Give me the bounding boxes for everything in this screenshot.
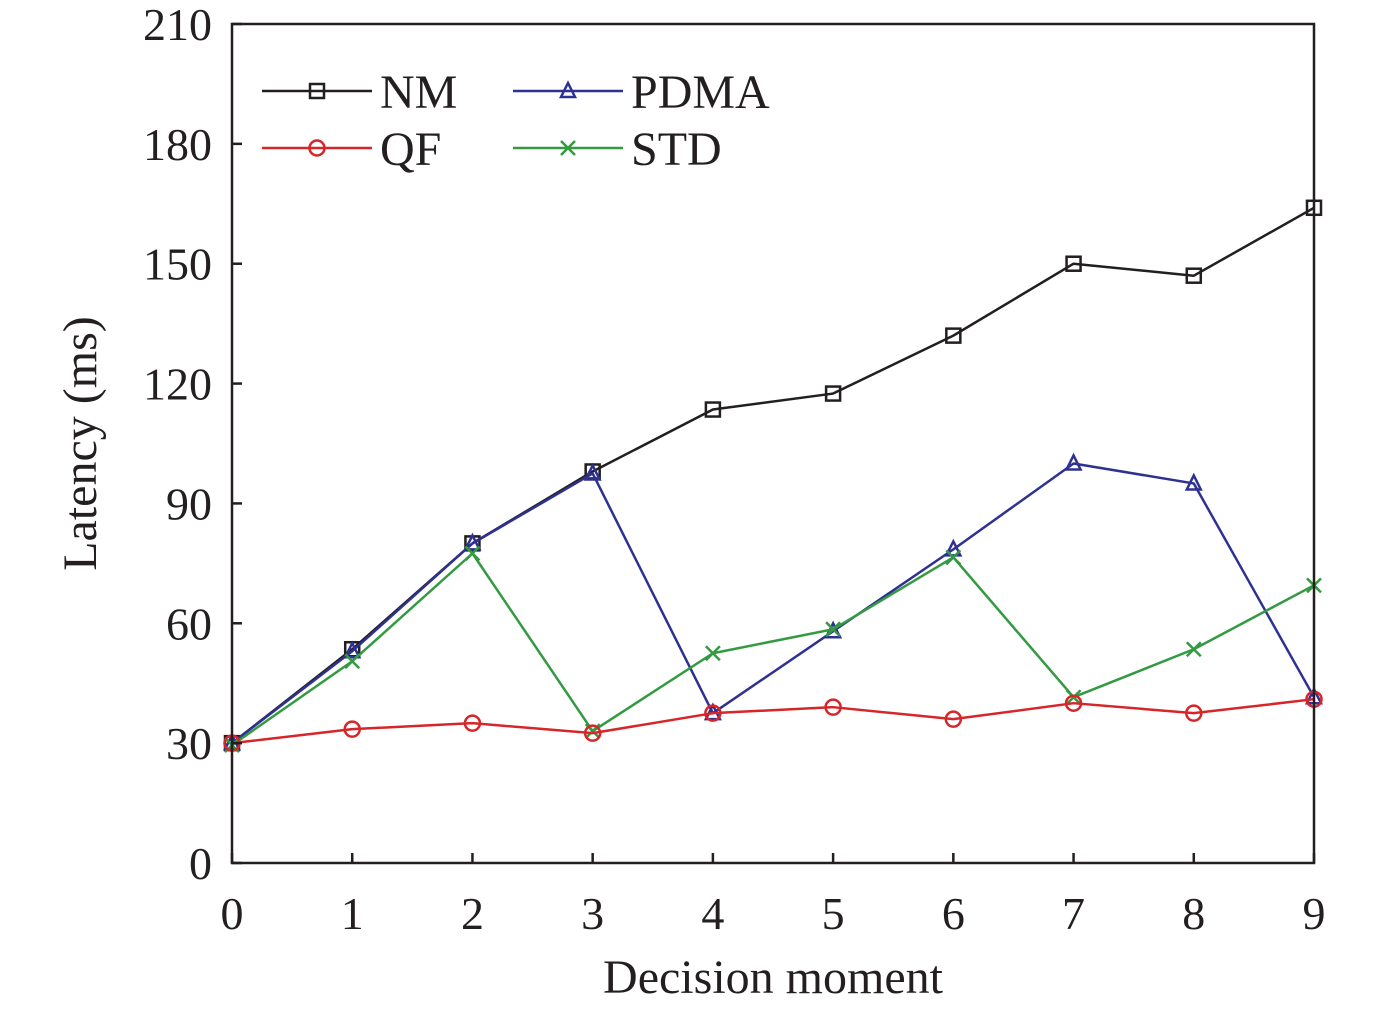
legend-item-qf: QF <box>262 123 441 176</box>
data-point-qf <box>944 710 963 728</box>
x-tick-label: 2 <box>461 888 484 939</box>
series-line-pdma <box>231 462 1316 745</box>
data-point-nm <box>1065 255 1082 272</box>
data-point-nm <box>945 327 962 344</box>
data-point-pdma <box>944 538 963 557</box>
y-tick-label: 0 <box>189 838 212 889</box>
legend-marker-qf <box>308 139 326 157</box>
y-axis-title: Latency (ms) <box>54 316 107 571</box>
legend-marker-std <box>560 140 576 156</box>
data-point-qf <box>1064 694 1083 712</box>
x-tick-label: 5 <box>822 888 845 939</box>
series-group <box>222 199 1324 754</box>
y-tick-label: 120 <box>143 359 212 410</box>
legend-label-qf: QF <box>380 123 441 176</box>
data-point-std <box>464 545 481 562</box>
data-point-nm <box>704 401 722 418</box>
plot-frame <box>230 22 1316 865</box>
x-tick-label: 1 <box>341 888 364 939</box>
data-point-std <box>1185 641 1202 658</box>
x-tick-label: 4 <box>701 888 724 939</box>
y-tick-label: 150 <box>143 239 212 290</box>
data-point-nm <box>1185 267 1203 284</box>
legend: NM PDMA QF STD <box>262 66 770 176</box>
legend-item-pdma: PDMA <box>513 66 770 119</box>
data-point-pdma <box>1184 472 1203 491</box>
legend-marker-pdma <box>558 80 578 99</box>
x-tick-label: 0 <box>221 888 244 939</box>
y-tick-label: 30 <box>166 718 212 769</box>
data-point-pdma <box>583 462 602 481</box>
data-point-qf <box>343 720 361 738</box>
data-point-std <box>344 653 361 670</box>
data-point-qf <box>463 714 482 732</box>
y-tick-label: 210 <box>143 0 212 50</box>
series-std <box>224 545 1322 754</box>
x-tick-label: 7 <box>1062 888 1085 939</box>
x-axis: 0 1 2 3 4 5 6 7 8 9 <box>221 853 1326 939</box>
data-point-std <box>1065 689 1082 706</box>
data-point-pdma <box>343 640 362 659</box>
legend-label-pdma: PDMA <box>631 66 770 119</box>
legend-item-std: STD <box>513 123 722 176</box>
data-point-pdma <box>1064 452 1083 471</box>
data-point-std <box>705 645 721 662</box>
data-point-qf <box>824 698 842 716</box>
y-tick-label: 180 <box>143 119 212 170</box>
data-point-qf <box>1185 704 1203 722</box>
series-pdma <box>222 452 1324 751</box>
legend-item-nm: NM <box>262 66 457 119</box>
data-point-qf <box>704 704 722 722</box>
x-axis-title: Decision moment <box>603 951 944 1004</box>
legend-label-nm: NM <box>380 66 457 119</box>
y-tick-label: 90 <box>166 478 212 529</box>
series-line-std <box>231 552 1315 747</box>
data-point-std <box>825 621 841 638</box>
data-point-std <box>945 549 962 566</box>
y-axis: 0 30 60 90 120 150 180 210 <box>143 0 242 889</box>
series-line-qf <box>231 697 1315 745</box>
series-nm <box>223 199 1323 752</box>
series-qf <box>223 690 1323 752</box>
legend-marker-nm <box>308 82 326 100</box>
y-tick-label: 60 <box>166 598 212 649</box>
x-tick-label: 9 <box>1303 888 1326 939</box>
data-point-nm <box>824 385 842 402</box>
legend-label-std: STD <box>631 123 722 176</box>
data-point-qf <box>583 724 602 742</box>
x-tick-label: 6 <box>942 888 965 939</box>
x-tick-label: 8 <box>1182 888 1205 939</box>
x-tick-label: 3 <box>581 888 604 939</box>
data-point-pdma <box>463 532 482 551</box>
